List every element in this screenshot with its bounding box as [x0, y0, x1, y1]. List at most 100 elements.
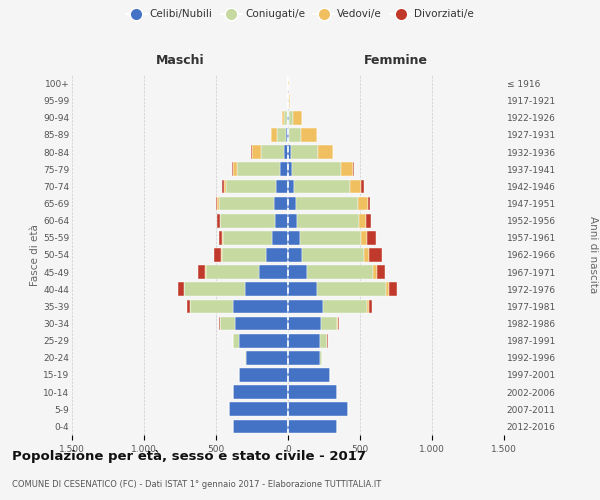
Bar [184, 282, 245, 296]
Bar [320, 334, 327, 347]
Bar [216, 196, 217, 210]
Bar [288, 282, 317, 296]
Bar [190, 300, 233, 314]
Bar [223, 231, 272, 244]
Bar [260, 146, 284, 159]
Bar [288, 351, 320, 364]
Bar [284, 111, 287, 124]
Bar [245, 282, 288, 296]
Y-axis label: Fasce di età: Fasce di età [30, 224, 40, 286]
Bar [280, 162, 288, 176]
Bar [222, 248, 266, 262]
Bar [288, 266, 307, 279]
Bar [277, 180, 288, 194]
Bar [323, 300, 367, 314]
Bar [217, 214, 220, 228]
Bar [220, 214, 275, 228]
Bar [233, 162, 237, 176]
Bar [220, 316, 235, 330]
Bar [287, 111, 288, 124]
Bar [317, 282, 386, 296]
Bar [221, 248, 222, 262]
Bar [251, 146, 252, 159]
Bar [318, 146, 332, 159]
Bar [299, 231, 361, 244]
Bar [259, 266, 288, 279]
Text: Popolazione per età, sesso e stato civile - 2017: Popolazione per età, sesso e stato civil… [12, 450, 366, 463]
Bar [239, 368, 288, 382]
Bar [178, 282, 184, 296]
Bar [272, 231, 288, 244]
Bar [226, 180, 277, 194]
Bar [275, 214, 288, 228]
Bar [296, 214, 359, 228]
Bar [288, 402, 349, 416]
Bar [294, 180, 350, 194]
Bar [296, 196, 358, 210]
Bar [288, 214, 296, 228]
Bar [301, 128, 317, 142]
Bar [307, 266, 373, 279]
Bar [288, 128, 289, 142]
Bar [224, 180, 226, 194]
Text: Femmine: Femmine [364, 54, 428, 68]
Bar [359, 214, 367, 228]
Bar [361, 180, 364, 194]
Bar [332, 146, 334, 159]
Bar [288, 180, 294, 194]
Bar [233, 420, 288, 434]
Bar [367, 214, 371, 228]
Bar [389, 282, 397, 296]
Bar [233, 300, 288, 314]
Bar [289, 128, 301, 142]
Bar [266, 248, 288, 262]
Bar [361, 231, 367, 244]
Bar [284, 146, 288, 159]
Bar [350, 180, 361, 194]
Bar [368, 196, 370, 210]
Bar [271, 128, 277, 142]
Bar [229, 402, 288, 416]
Bar [288, 111, 289, 124]
Bar [289, 111, 293, 124]
Bar [214, 248, 221, 262]
Bar [288, 420, 337, 434]
Bar [337, 316, 338, 330]
Bar [293, 111, 302, 124]
Bar [341, 162, 353, 176]
Bar [205, 266, 206, 279]
Bar [377, 266, 385, 279]
Bar [302, 248, 364, 262]
Bar [206, 266, 259, 279]
Bar [277, 128, 286, 142]
Bar [288, 386, 337, 399]
Legend: Celibi/Nubili, Coniugati/e, Vedovi/e, Divorziati/e: Celibi/Nubili, Coniugati/e, Vedovi/e, Di… [122, 5, 478, 24]
Bar [198, 266, 205, 279]
Bar [252, 146, 260, 159]
Bar [223, 180, 224, 194]
Bar [274, 196, 288, 210]
Bar [282, 111, 284, 124]
Bar [219, 231, 223, 244]
Bar [353, 162, 354, 176]
Bar [321, 316, 337, 330]
Bar [288, 248, 302, 262]
Bar [291, 146, 318, 159]
Bar [364, 248, 368, 262]
Bar [239, 334, 288, 347]
Bar [233, 386, 288, 399]
Bar [288, 162, 292, 176]
Y-axis label: Anni di nascita: Anni di nascita [587, 216, 598, 294]
Bar [367, 300, 368, 314]
Bar [368, 248, 382, 262]
Bar [338, 316, 339, 330]
Bar [289, 94, 290, 108]
Bar [320, 351, 322, 364]
Bar [367, 231, 376, 244]
Bar [288, 334, 320, 347]
Bar [219, 196, 274, 210]
Bar [187, 300, 190, 314]
Bar [235, 316, 288, 330]
Bar [386, 282, 389, 296]
Bar [373, 266, 377, 279]
